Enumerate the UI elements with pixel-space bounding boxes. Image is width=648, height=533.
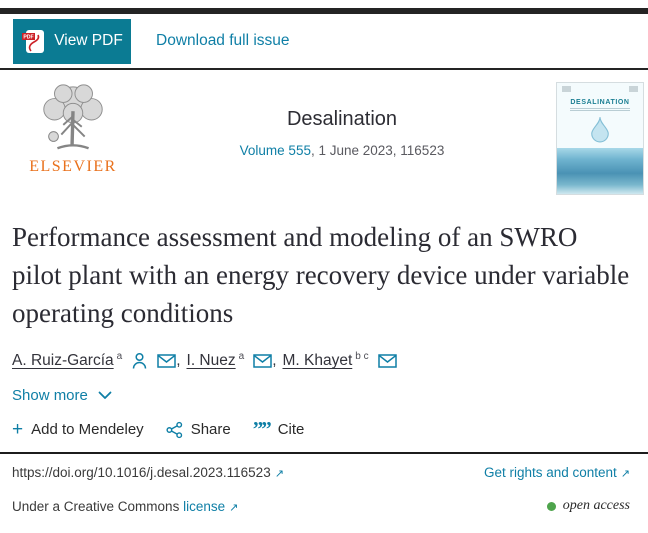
share-icon	[166, 421, 183, 439]
doi-link-wrap: https://doi.org/10.1016/j.desal.2023.116…	[12, 465, 284, 480]
author-affiliation-sup: a	[238, 351, 245, 362]
svg-text:PDF: PDF	[24, 34, 34, 40]
view-pdf-button[interactable]: PDF View PDF	[13, 18, 131, 64]
view-pdf-label: View PDF	[54, 32, 123, 49]
article-header: Performance assessment and modeling of a…	[0, 218, 648, 442]
water-drop-icon	[591, 117, 609, 143]
add-to-mendeley-label: Add to Mendeley	[31, 421, 144, 439]
cover-journal-name: DESALINATION	[570, 99, 630, 106]
doi-link[interactable]: https://doi.org/10.1016/j.desal.2023.116…	[12, 465, 271, 481]
journal-title[interactable]: Desalination	[286, 108, 398, 130]
issue-info: , 1 June 2023, 116523	[310, 143, 445, 158]
add-to-mendeley-button[interactable]: + Add to Mendeley	[12, 420, 144, 439]
author-link[interactable]: A. Ruiz-García a	[12, 351, 122, 370]
license-link[interactable]: license	[183, 498, 226, 514]
external-link-icon: ↗	[229, 500, 239, 514]
open-access-dot-icon	[546, 501, 556, 511]
pdf-icon: PDF	[21, 28, 46, 55]
external-link-icon: ↗	[274, 467, 284, 481]
author-separator: ,	[272, 351, 277, 369]
cover-header-marks	[557, 83, 643, 93]
article-toolbar: PDF View PDF Download full issue	[0, 14, 648, 70]
author-name[interactable]: I. Nuez	[186, 352, 236, 370]
author-affiliation-sup: a	[116, 351, 123, 362]
email-icon[interactable]	[157, 353, 176, 368]
cover-sea-image	[557, 148, 643, 194]
volume-issue-line: Volume 555, 1 June 2023, 116523	[128, 143, 556, 158]
journal-info: Desalination Volume 555, 1 June 2023, 11…	[128, 82, 556, 158]
cite-button[interactable]: ”” Cite	[252, 417, 305, 442]
article-meta-footer: https://doi.org/10.1016/j.desal.2023.116…	[0, 452, 648, 514]
external-link-icon: ↗	[620, 467, 630, 481]
top-margin	[0, 0, 648, 8]
elsevier-wordmark: ELSEVIER	[29, 158, 117, 175]
author-name[interactable]: A. Ruiz-García	[12, 352, 114, 370]
doi-row: https://doi.org/10.1016/j.desal.2023.116…	[12, 465, 630, 480]
cite-label: Cite	[277, 421, 305, 439]
share-button[interactable]: Share	[166, 421, 231, 439]
show-more-button[interactable]: Show more	[12, 387, 112, 404]
share-label: Share	[190, 421, 231, 439]
license-prefix: Under a Creative Commons	[12, 498, 180, 514]
elsevier-logo[interactable]: ELSEVIER	[18, 82, 128, 176]
journal-banner: ELSEVIER Desalination Volume 555, 1 June…	[0, 70, 648, 198]
license-row: Under a Creative Commons license ↗ open a…	[12, 498, 630, 514]
get-rights-link[interactable]: Get rights and content	[483, 465, 617, 481]
article-title: Performance assessment and modeling of a…	[12, 222, 630, 328]
author-link[interactable]: I. Nuez a	[187, 351, 245, 370]
open-access-badge: open access	[546, 498, 630, 514]
email-icon[interactable]	[377, 353, 397, 368]
journal-cover-thumbnail[interactable]: DESALINATION	[556, 82, 644, 195]
authors-row: A. Ruiz-García a , I. Nuez a , M. Khayet b …	[12, 351, 630, 370]
author-link[interactable]: M. Khayet b c	[283, 351, 369, 370]
show-more-label: Show more	[12, 387, 88, 405]
author-affiliation-sup: b c	[355, 351, 369, 362]
download-full-issue-link[interactable]: Download full issue	[156, 32, 290, 49]
email-icon[interactable]	[253, 353, 272, 368]
plus-icon: +	[12, 419, 24, 441]
license-text-wrap: Under a Creative Commons license ↗	[12, 499, 238, 514]
author-separator: ,	[176, 351, 181, 369]
rights-link-wrap: Get rights and content ↗	[484, 465, 630, 480]
volume-link[interactable]: Volume 555	[239, 143, 311, 158]
elsevier-tree-icon	[43, 84, 103, 150]
open-access-label: open access	[562, 498, 630, 514]
chevron-down-icon	[98, 391, 112, 400]
author-name[interactable]: M. Khayet	[282, 352, 353, 370]
article-actions: + Add to Mendeley Share ”” Cite	[12, 417, 630, 442]
quote-icon: ””	[252, 417, 272, 442]
top-divider-bar	[0, 8, 648, 14]
person-icon[interactable]	[131, 352, 148, 370]
cover-subtitle-lines	[569, 108, 631, 111]
